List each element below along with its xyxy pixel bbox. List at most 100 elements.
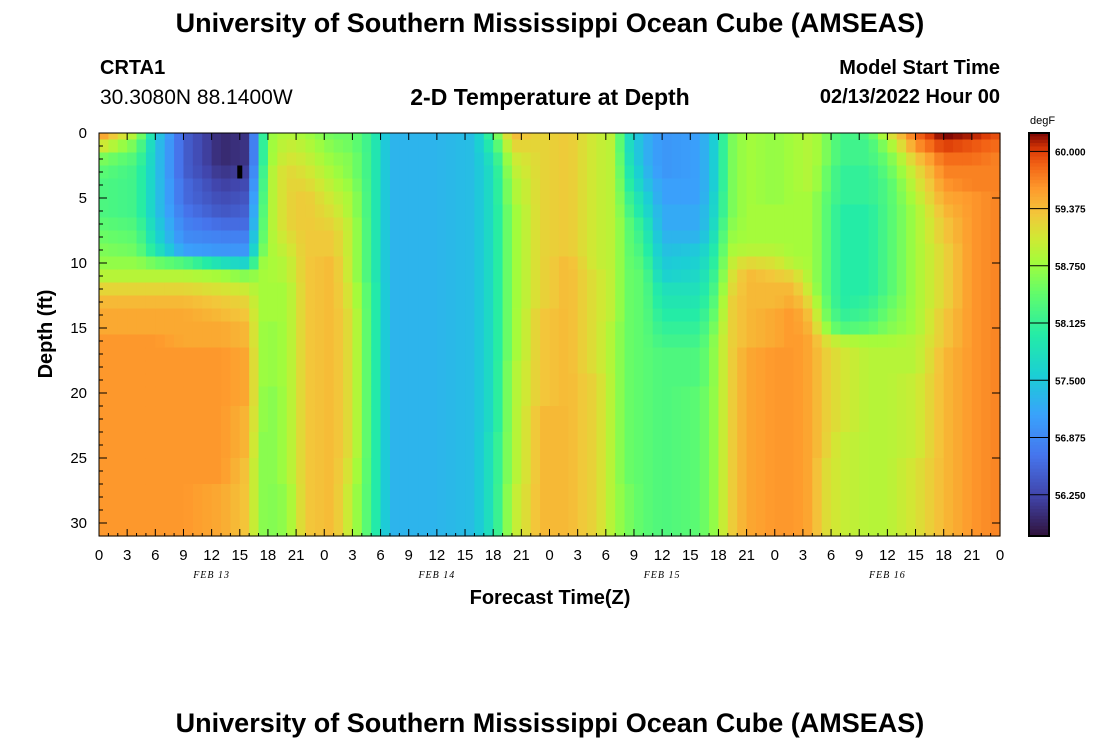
heatmap-cell bbox=[915, 178, 926, 193]
heatmap-cell bbox=[249, 282, 260, 297]
heatmap-cell bbox=[652, 373, 663, 388]
heatmap-cell bbox=[136, 406, 147, 433]
heatmap-cell bbox=[577, 347, 588, 362]
heatmap-cell bbox=[943, 373, 954, 388]
heatmap-cell bbox=[361, 204, 372, 219]
heatmap-cell bbox=[652, 308, 663, 323]
heatmap-cell bbox=[915, 165, 926, 180]
heatmap-cell bbox=[230, 139, 241, 154]
heatmap-cell bbox=[192, 360, 203, 375]
heatmap-cell bbox=[343, 243, 354, 258]
heatmap-cell bbox=[840, 458, 851, 485]
heatmap-cell bbox=[511, 256, 522, 271]
x-tick-label: 6 bbox=[376, 547, 384, 564]
heatmap-cell bbox=[493, 373, 504, 388]
heatmap-cell bbox=[314, 243, 325, 258]
heatmap-cell bbox=[155, 373, 166, 388]
heatmap-cell bbox=[615, 204, 626, 219]
heatmap-cell bbox=[821, 165, 832, 180]
heatmap-cell bbox=[662, 386, 673, 407]
heatmap-cell bbox=[596, 269, 607, 284]
heatmap-cell bbox=[802, 243, 813, 258]
heatmap-cell bbox=[418, 269, 429, 284]
heatmap-cell bbox=[596, 295, 607, 310]
heatmap-cell bbox=[699, 256, 710, 271]
y-axis-title: Depth (ft) bbox=[35, 290, 57, 379]
heatmap-cell bbox=[605, 432, 616, 459]
heatmap-cell bbox=[108, 191, 119, 206]
heatmap-cell bbox=[737, 217, 748, 232]
heatmap-cell bbox=[164, 191, 175, 206]
heatmap-cell bbox=[202, 458, 213, 485]
heatmap-cell bbox=[221, 386, 231, 407]
heatmap-cell bbox=[671, 321, 682, 336]
heatmap-cell bbox=[155, 204, 166, 219]
heatmap-cell bbox=[671, 230, 682, 245]
heatmap-cell bbox=[202, 165, 213, 180]
heatmap-cell bbox=[859, 334, 870, 349]
heatmap-cell bbox=[652, 432, 663, 459]
heatmap-cell bbox=[192, 308, 203, 323]
heatmap-cell bbox=[314, 217, 325, 232]
heatmap-cell bbox=[953, 295, 964, 310]
heatmap-cell bbox=[915, 230, 926, 245]
heatmap-cell bbox=[446, 133, 457, 141]
heatmap-cell bbox=[99, 458, 109, 485]
heatmap-cell bbox=[887, 152, 898, 167]
heatmap-cell bbox=[296, 204, 307, 219]
heatmap-cell bbox=[155, 165, 166, 180]
heatmap-cell bbox=[802, 484, 813, 511]
heatmap-cell bbox=[802, 282, 813, 297]
heatmap-cell bbox=[352, 139, 363, 154]
heatmap-cell bbox=[624, 295, 635, 310]
heatmap-cell bbox=[934, 133, 945, 141]
heatmap-cell bbox=[230, 321, 241, 336]
heatmap-cell bbox=[361, 282, 372, 297]
heatmap-cell bbox=[765, 230, 776, 245]
heatmap-cell bbox=[605, 282, 616, 297]
heatmap-cell bbox=[277, 321, 288, 336]
heatmap-cell bbox=[896, 386, 907, 407]
heatmap-cell bbox=[333, 510, 344, 537]
heatmap-cell bbox=[887, 432, 898, 459]
heatmap-cell bbox=[718, 432, 729, 459]
colorbar-tick-label: 57.500 bbox=[1055, 376, 1086, 387]
colorbar-swatch bbox=[1029, 169, 1049, 174]
heatmap-cell bbox=[924, 243, 935, 258]
heatmap-cell bbox=[174, 139, 185, 154]
heatmap-cell bbox=[953, 165, 964, 180]
heatmap-cell bbox=[793, 282, 804, 297]
heatmap-cell bbox=[174, 321, 185, 336]
heatmap-cell bbox=[127, 360, 138, 375]
heatmap-cell bbox=[849, 334, 860, 349]
heatmap-cell bbox=[174, 373, 185, 388]
heatmap-cell bbox=[408, 406, 419, 433]
heatmap-cell bbox=[127, 152, 138, 167]
heatmap-cell bbox=[192, 406, 203, 433]
heatmap-cell bbox=[436, 510, 447, 537]
heatmap-cell bbox=[455, 139, 466, 154]
heatmap-cell bbox=[474, 139, 485, 154]
heatmap-cell bbox=[446, 432, 457, 459]
heatmap-cell bbox=[718, 308, 729, 323]
heatmap-cell bbox=[896, 334, 907, 349]
colorbar-swatch bbox=[1029, 374, 1049, 379]
heatmap-cell bbox=[267, 308, 278, 323]
heatmap-cell bbox=[793, 406, 804, 433]
heatmap-cell bbox=[840, 282, 851, 297]
heatmap-cell bbox=[605, 256, 616, 271]
heatmap-cell bbox=[483, 282, 494, 297]
heatmap-cell bbox=[709, 230, 720, 245]
heatmap-cell bbox=[389, 243, 400, 258]
heatmap-cell bbox=[981, 386, 992, 407]
heatmap-cell bbox=[737, 484, 748, 511]
heatmap-cell bbox=[746, 386, 757, 407]
heatmap-cell bbox=[408, 230, 419, 245]
heatmap-cell bbox=[690, 133, 701, 141]
heatmap-cell bbox=[587, 347, 598, 362]
heatmap-cell bbox=[765, 484, 776, 511]
heatmap-cell bbox=[314, 295, 325, 310]
heatmap-cell bbox=[737, 373, 748, 388]
heatmap-cell bbox=[812, 230, 823, 245]
heatmap-cell bbox=[990, 178, 1001, 193]
